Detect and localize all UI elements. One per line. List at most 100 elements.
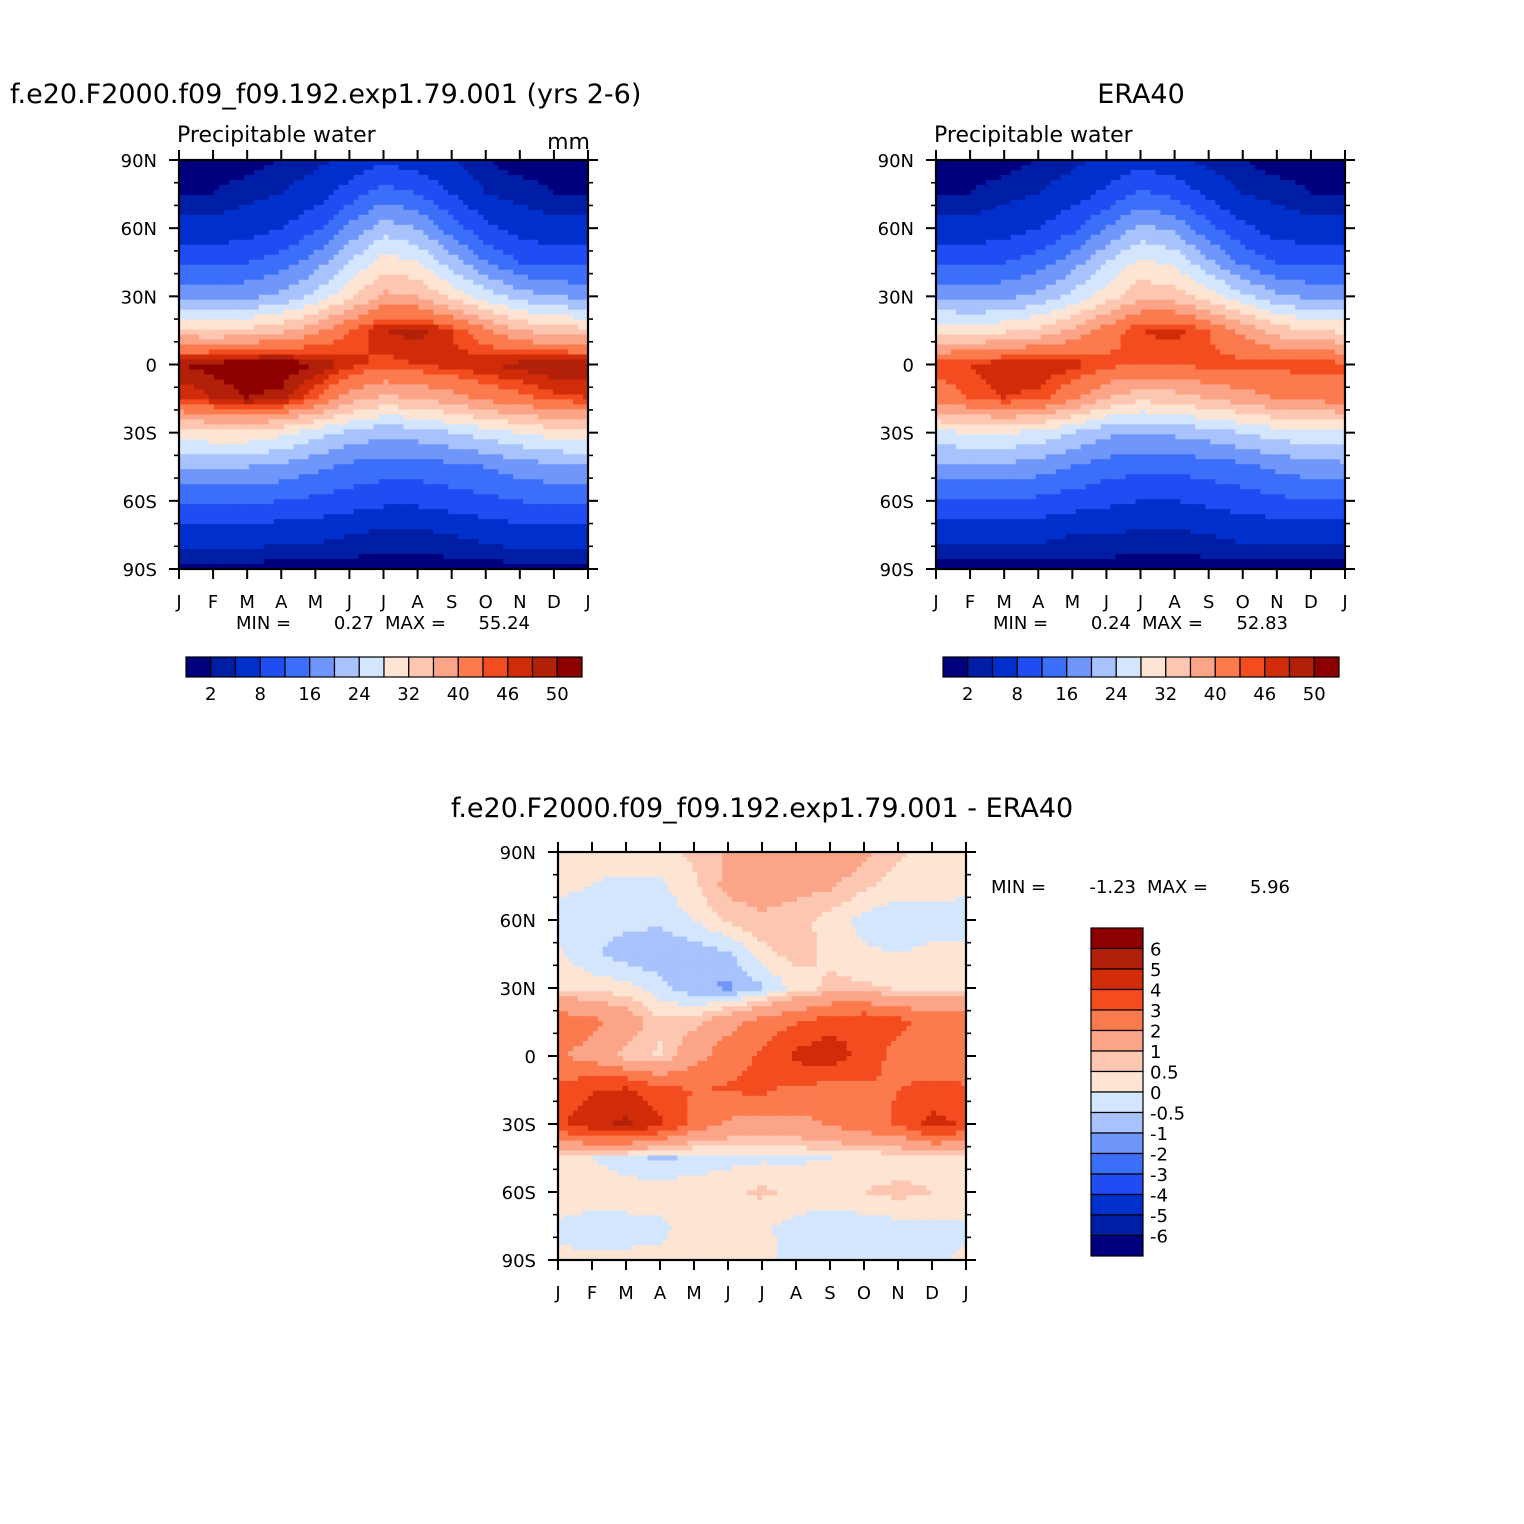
contour-cell xyxy=(448,394,454,401)
contour-cell xyxy=(498,449,504,455)
contour-cell xyxy=(218,434,225,440)
contour-cell xyxy=(308,374,315,381)
contour-cell xyxy=(533,219,539,226)
contour-cell xyxy=(503,394,509,401)
contour-cell xyxy=(488,409,494,415)
contour-cell xyxy=(308,344,315,351)
contour-cell xyxy=(323,204,330,211)
contour-cell xyxy=(358,284,365,291)
contour-cell xyxy=(198,459,205,465)
contour-cell xyxy=(483,179,489,186)
contour-cell xyxy=(193,209,200,216)
contour-cell xyxy=(293,344,300,351)
contour-cell xyxy=(353,414,360,420)
contour-cell xyxy=(503,374,509,381)
contour-cell xyxy=(453,289,459,296)
contour-cell xyxy=(273,334,280,341)
contour-cell xyxy=(508,164,514,171)
contour-cell xyxy=(343,364,350,371)
contour-cell xyxy=(463,294,469,301)
contour-cell xyxy=(533,429,539,435)
contour-cell xyxy=(323,444,330,450)
contour-cell xyxy=(228,374,235,381)
contour-cell xyxy=(208,189,215,196)
contour-cell xyxy=(243,294,250,301)
contour-cell xyxy=(318,394,325,401)
contour-cell xyxy=(423,364,429,371)
contour-cell xyxy=(288,199,295,206)
contour-cell xyxy=(428,444,434,450)
contour-cell xyxy=(398,160,405,166)
contour-cell xyxy=(513,229,519,236)
contour-cell xyxy=(353,304,360,311)
contour-cell xyxy=(238,204,245,211)
contour-cell xyxy=(268,224,275,231)
contour-cell xyxy=(548,299,554,306)
contour-cell xyxy=(578,424,584,430)
contour-cell xyxy=(268,234,275,241)
contour-cell xyxy=(303,249,310,256)
contour-cell xyxy=(298,374,305,381)
contour-cell xyxy=(343,194,350,201)
contour-cell xyxy=(193,214,200,221)
contour-cell xyxy=(268,239,275,246)
contour-cell xyxy=(578,304,584,311)
contour-cell xyxy=(433,209,439,216)
contour-cell xyxy=(408,189,415,196)
contour-cell xyxy=(433,254,439,261)
contour-cell xyxy=(188,449,195,455)
contour-cell xyxy=(413,219,420,226)
contour-cell xyxy=(388,374,395,381)
contour-cell xyxy=(448,414,454,420)
contour-cell xyxy=(493,289,499,296)
contour-cell xyxy=(398,264,405,271)
contour-cell xyxy=(318,194,325,201)
contour-cell xyxy=(343,229,350,236)
contour-cell xyxy=(373,419,380,425)
contour-cell xyxy=(278,169,285,176)
contour-cell xyxy=(408,214,415,221)
contour-cell xyxy=(433,379,439,386)
contour-cell xyxy=(263,359,270,366)
contour-cell xyxy=(303,369,310,376)
contour-cell xyxy=(408,419,415,425)
contour-cell xyxy=(228,209,235,216)
contour-cell xyxy=(548,399,554,405)
contour-cell xyxy=(518,329,524,336)
contour-cell xyxy=(273,424,280,430)
contour-cell xyxy=(378,244,385,251)
contour-cell xyxy=(518,254,524,261)
contour-cell xyxy=(248,439,255,445)
contour-cell xyxy=(338,369,345,376)
contour-cell xyxy=(543,194,549,201)
contour-cell xyxy=(293,339,300,346)
contour-cell xyxy=(228,309,235,316)
contour-cell xyxy=(278,179,285,186)
contour-cell xyxy=(483,324,489,331)
contour-cell xyxy=(538,354,544,361)
contour-cell xyxy=(188,234,195,241)
contour-cell xyxy=(483,160,489,166)
contour-cell xyxy=(258,409,265,415)
contour-cell xyxy=(333,289,340,296)
contour-cell xyxy=(253,204,260,211)
contour-cell xyxy=(293,189,300,196)
contour-cell xyxy=(538,289,544,296)
contour-cell xyxy=(453,379,459,386)
contour-cell xyxy=(278,444,285,450)
contour-cell xyxy=(458,394,464,401)
contour-cell xyxy=(243,169,250,176)
contour-cell xyxy=(393,339,400,346)
contour-cell xyxy=(573,179,579,186)
contour-cell xyxy=(388,334,395,341)
contour-cell xyxy=(293,394,300,401)
contour-cell xyxy=(183,239,190,246)
contour-cell xyxy=(558,399,564,405)
contour-cell xyxy=(553,249,559,256)
contour-cell xyxy=(179,349,185,356)
contour-cell xyxy=(463,194,469,201)
contour-cell xyxy=(553,339,559,346)
contour-cell xyxy=(543,294,549,301)
contour-cell xyxy=(423,160,429,166)
contour-cell xyxy=(253,439,260,445)
